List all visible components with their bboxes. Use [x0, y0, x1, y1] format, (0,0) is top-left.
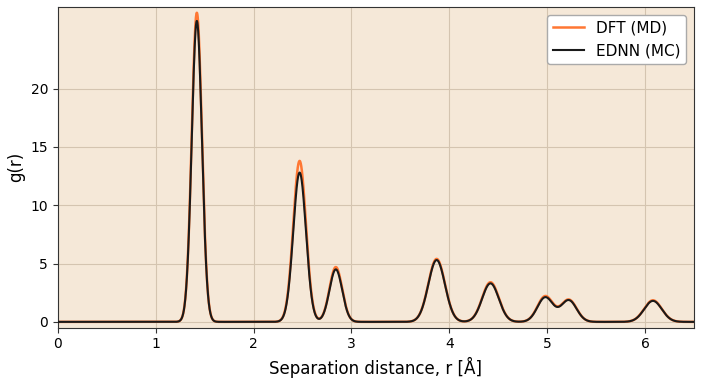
EDNN (MC) — [356, 320, 365, 324]
Line: DFT (MD): DFT (MD) — [58, 13, 694, 322]
DFT (MD) — [670, 318, 679, 323]
X-axis label: Separation distance, r [Å]: Separation distance, r [Å] — [269, 357, 482, 378]
DFT (MD) — [193, 10, 201, 15]
EDNN (MC) — [690, 320, 698, 324]
DFT (MD) — [54, 320, 62, 324]
EDNN (MC) — [326, 283, 334, 288]
EDNN (MC) — [54, 320, 62, 324]
EDNN (MC) — [193, 18, 201, 23]
DFT (MD) — [639, 308, 647, 313]
EDNN (MC) — [516, 319, 524, 324]
Line: EDNN (MC): EDNN (MC) — [58, 21, 694, 322]
DFT (MD) — [690, 320, 698, 324]
DFT (MD) — [326, 281, 334, 286]
DFT (MD) — [516, 319, 524, 324]
Legend: DFT (MD), EDNN (MC): DFT (MD), EDNN (MC) — [547, 15, 686, 64]
DFT (MD) — [356, 320, 365, 324]
EDNN (MC) — [639, 308, 647, 313]
DFT (MD) — [321, 306, 329, 310]
EDNN (MC) — [321, 306, 329, 311]
Y-axis label: g(r): g(r) — [7, 152, 25, 182]
EDNN (MC) — [670, 318, 679, 323]
